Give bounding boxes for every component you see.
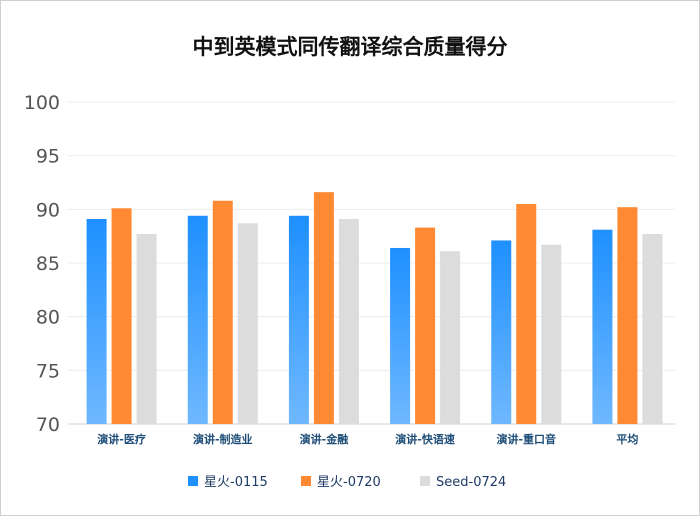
y-tick-label: 85 (36, 253, 60, 275)
bars (86, 192, 663, 424)
x-tick-label: 演讲-制造业 (193, 432, 253, 446)
bar-Seed-0724-演讲-快语速 (440, 251, 461, 424)
legend[interactable]: 星火-0115 星火-0720 Seed-0724 (188, 475, 506, 490)
x-tick-label: 演讲-快语速 (395, 432, 455, 446)
y-tick-label: 75 (36, 360, 60, 382)
y-tick-label: 70 (36, 414, 60, 436)
y-tick-label: 95 (36, 146, 60, 168)
bar-Seed-0724-演讲-金融 (338, 218, 359, 424)
legend-swatch-星火-0115[interactable] (188, 476, 198, 486)
chart-title: 中到英模式同传翻译综合质量得分 (193, 35, 508, 59)
bar-星火-0720-演讲-快语速 (415, 227, 436, 424)
x-tick-label: 演讲-重口音 (496, 432, 556, 446)
bar-Seed-0724-演讲-重口音 (541, 244, 562, 424)
legend-label[interactable]: 星火-0115 (204, 475, 268, 490)
x-axis-ticks: 演讲-医疗 演讲-制造业 演讲-金融 演讲-快语速 演讲-重口音 平均 (97, 432, 638, 446)
bar-星火-0115-演讲-金融 (288, 215, 309, 424)
y-tick-label: 80 (36, 307, 60, 329)
bar-星火-0115-演讲-快语速 (390, 247, 411, 424)
bar-星火-0115-演讲-重口音 (491, 240, 512, 424)
x-tick-label: 平均 (616, 432, 638, 446)
bar-星火-0720-演讲-医疗 (111, 208, 132, 424)
legend-label[interactable]: 星火-0720 (317, 475, 381, 490)
bar-星火-0720-演讲-金融 (313, 192, 334, 424)
bar-星火-0720-演讲-重口音 (516, 203, 537, 424)
bar-星火-0115-演讲-制造业 (187, 215, 208, 424)
bar-Seed-0724-演讲-医疗 (136, 234, 157, 424)
bar-星火-0720-演讲-制造业 (212, 200, 233, 424)
bar-星火-0115-演讲-医疗 (86, 218, 107, 424)
y-axis-ticks: 70 75 80 85 90 95 100 (24, 92, 60, 436)
bar-Seed-0724-平均 (642, 234, 663, 424)
x-tick-label: 演讲-医疗 (97, 432, 146, 446)
grid-lines (68, 101, 675, 425)
legend-swatch-星火-0720[interactable] (301, 476, 311, 486)
x-tick-label: 演讲-金融 (300, 432, 349, 446)
bar-星火-0720-平均 (617, 207, 638, 424)
legend-label[interactable]: Seed-0724 (436, 475, 506, 490)
legend-swatch-Seed-0724[interactable] (420, 476, 430, 486)
y-tick-label: 100 (24, 92, 60, 114)
bar-星火-0115-平均 (592, 229, 613, 424)
y-tick-label: 90 (36, 199, 60, 221)
bar-Seed-0724-演讲-制造业 (237, 223, 258, 424)
